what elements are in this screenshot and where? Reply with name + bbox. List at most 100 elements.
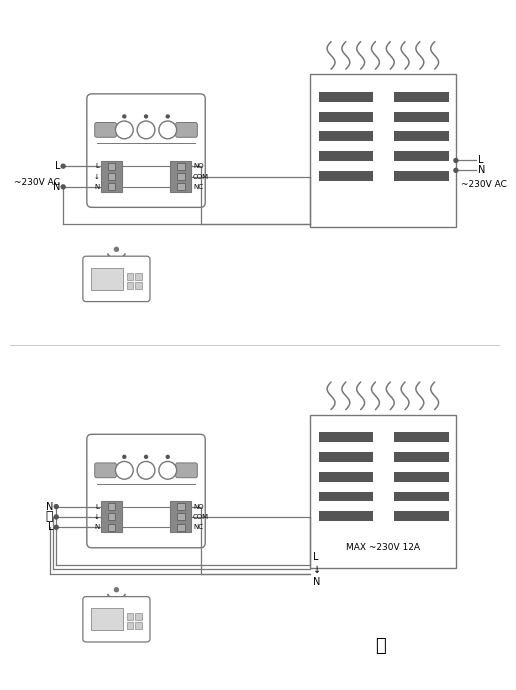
Circle shape [115,247,118,251]
Text: L: L [478,155,483,166]
Bar [318,452,373,462]
FancyBboxPatch shape [175,463,197,477]
Bar [91,609,123,630]
Circle shape [116,121,133,139]
Bar [176,173,185,180]
Bar [318,131,373,141]
Bar [318,511,373,521]
Bar [318,171,373,181]
Bar [318,112,373,121]
FancyBboxPatch shape [83,597,150,642]
Bar [176,184,185,190]
FancyBboxPatch shape [83,256,150,302]
FancyBboxPatch shape [95,463,117,477]
Bar [176,524,185,531]
Bar [135,273,142,280]
Circle shape [115,588,118,592]
Bar [107,163,116,170]
FancyBboxPatch shape [95,123,117,137]
Bar [318,151,373,161]
Text: L: L [55,161,60,171]
Circle shape [123,115,126,118]
Bar [394,171,448,181]
Bar [126,282,134,288]
Bar [176,163,185,170]
Text: N: N [478,166,485,175]
Text: NC: NC [193,524,203,531]
Bar [310,415,456,567]
Bar [176,503,185,510]
Text: ↓: ↓ [313,564,321,575]
Circle shape [159,121,176,139]
Circle shape [61,185,65,189]
Text: L: L [48,522,53,532]
Text: N: N [46,502,53,511]
Circle shape [61,164,65,168]
Bar [394,491,448,502]
Bar [101,502,122,533]
Bar [101,161,122,192]
Text: ↓: ↓ [93,514,99,520]
Bar [394,112,448,121]
FancyBboxPatch shape [87,434,205,548]
Text: L: L [95,504,99,510]
Bar [176,513,185,520]
Text: COM: COM [193,514,209,520]
Text: ~230V AC: ~230V AC [461,180,507,189]
Circle shape [116,462,133,479]
Circle shape [137,462,155,479]
Circle shape [123,455,126,458]
Text: ⏚: ⏚ [46,511,53,524]
Bar [107,173,116,180]
Bar [394,472,448,482]
Text: N: N [53,182,60,192]
Text: ↓: ↓ [93,173,99,179]
Bar [135,622,142,629]
Text: L: L [313,551,318,562]
Circle shape [144,455,148,458]
Circle shape [137,121,155,139]
Circle shape [166,115,169,118]
Circle shape [54,525,58,529]
Bar [91,268,123,290]
Text: N: N [94,524,99,531]
FancyBboxPatch shape [87,94,205,208]
Bar [126,613,134,620]
Text: NO: NO [193,163,203,169]
Text: N: N [94,184,99,190]
Bar [318,491,373,502]
Text: ~230V AC: ~230V AC [14,179,60,188]
Bar [394,452,448,462]
Circle shape [166,455,169,458]
Bar [394,92,448,101]
Bar [394,433,448,442]
Bar [107,513,116,520]
Circle shape [454,159,458,162]
Bar [318,92,373,101]
Bar [107,184,116,190]
Bar [126,622,134,629]
Bar [170,502,191,533]
Bar [107,503,116,510]
Text: NO: NO [193,504,203,510]
Circle shape [54,515,58,519]
Bar [310,74,456,227]
Bar [107,524,116,531]
Bar [135,282,142,288]
Bar [318,472,373,482]
Circle shape [454,168,458,172]
Circle shape [144,115,148,118]
Text: MAX ~230V 12A: MAX ~230V 12A [346,543,420,552]
Bar [126,273,134,280]
Circle shape [54,504,58,509]
Text: COM: COM [193,173,209,179]
Bar [135,613,142,620]
Text: ⏚: ⏚ [376,637,386,655]
Bar [170,161,191,192]
Text: NC: NC [193,184,203,190]
Bar [394,131,448,141]
Circle shape [159,462,176,479]
FancyBboxPatch shape [175,123,197,137]
Bar [394,511,448,521]
Text: L: L [95,163,99,169]
